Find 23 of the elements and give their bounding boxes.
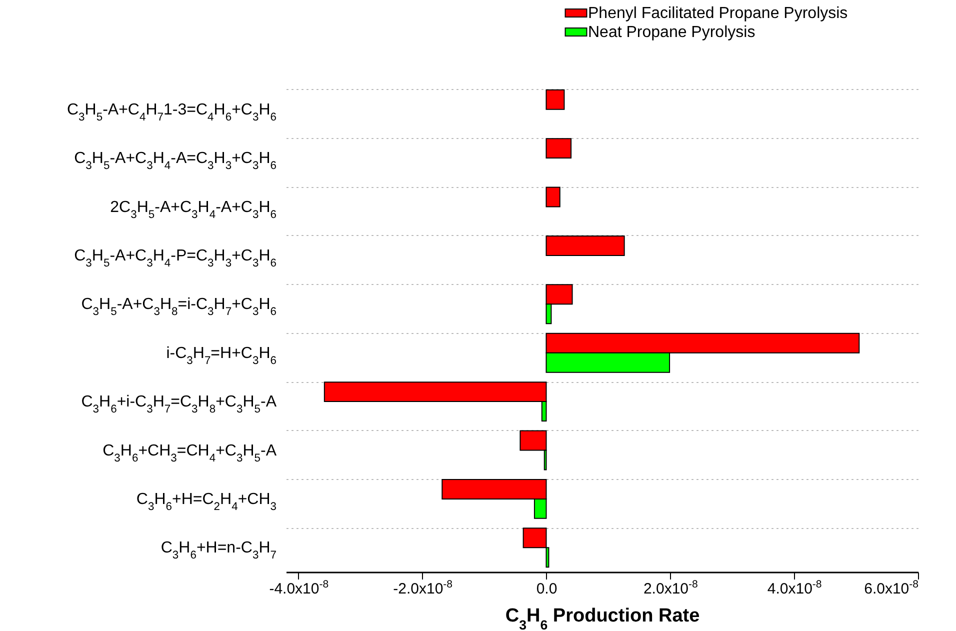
category-label: C$_{3}$H$_{5}$-A+C$_{3}$H$_{8}$=i-C$_{3}$H$_{7}$+C$_{3}$H$_{6}$ xyxy=(81,296,276,318)
bar xyxy=(546,89,565,110)
x-axis-title: C$_{3}$H$_{6}$ Production Rate xyxy=(505,606,700,631)
x-tick-label: -4.0x10$^{-8}$ xyxy=(269,578,329,598)
bar xyxy=(546,138,572,159)
y-tick-label: C$_{3}$H$_{6}$+H=n-C$_{3}$H$_{7}$ xyxy=(160,540,276,562)
category-label: C$_{3}$H$_{6}$+i-C$_{3}$H$_{7}$=C$_{3}$H$_{8}$+C$_{3}$H$_{5}$-A xyxy=(81,394,276,416)
x-tick-label: 4.0x10$^{-8}$ xyxy=(767,578,822,598)
category-label: C$_{3}$H$_{5}$-A+C$_{3}$H$_{4}$-A=C$_{3}$H$_{3}$+C$_{3}$H$_{6}$ xyxy=(74,150,276,172)
bar xyxy=(546,235,625,256)
x-tick-label: 0.0 xyxy=(536,580,558,598)
x-tick-label: 6.0x10$^{-8}$ xyxy=(864,578,919,598)
y-tick-label: i-C$_{3}$H$_{7}$=H+C$_{3}$H$_{6}$ xyxy=(166,344,276,367)
category-label: C$_{3}$H$_{6}$+H=C$_{2}$H$_{4}$+CH$_{3}$ xyxy=(136,490,276,513)
category-label: C$_{3}$H$_{5}$-A+C$_{4}$H$_{7}$1-3=C$_{4}$H$_{6}$+C$_{3}$H$_{6}$ xyxy=(66,101,276,124)
legend-label: Phenyl Facilitated Propane Pyrolysis xyxy=(588,5,848,22)
bar xyxy=(546,186,560,208)
x-tick-label: 2.0x10$^{-8}$ xyxy=(643,578,698,598)
legend-label: Neat Propane Pyrolysis xyxy=(588,24,756,41)
x-tick-label: -2.0x10$^{-8}$ xyxy=(393,578,453,598)
category-label: C$_{3}$H$_{5}$-A+C$_{3}$H$_{4}$-P=C$_{3}$H$_{3}$+C$_{3}$H$_{6}$ xyxy=(74,247,276,270)
category-label: 2C$_{3}$H$_{5}$-A+C$_{3}$H$_{4}$-A+C$_{3}$H$_{6}$ xyxy=(110,198,276,221)
category-label: C$_{3}$H$_{6}$+CH$_{3}$=CH$_{4}$+C$_{3}$H$_{5}$-A xyxy=(102,442,276,464)
